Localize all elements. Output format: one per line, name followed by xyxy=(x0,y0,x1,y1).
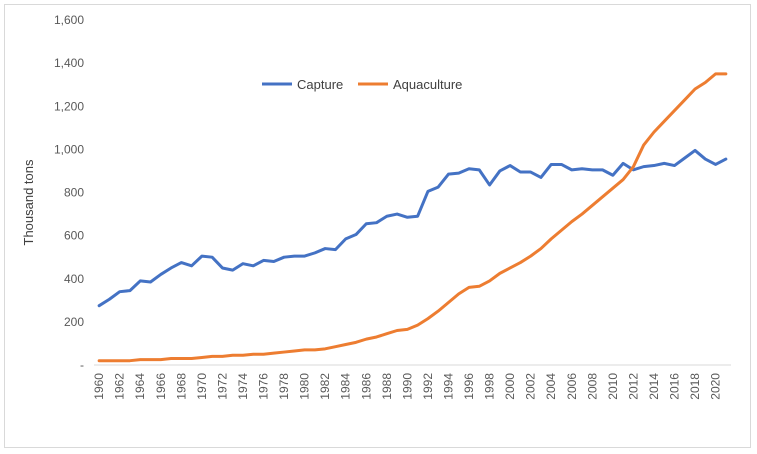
x-tick-label: 1994 xyxy=(441,373,455,400)
x-tick-label: 2012 xyxy=(626,373,640,400)
x-tick-label: 1980 xyxy=(298,373,312,400)
x-tick-label: 2014 xyxy=(647,373,661,400)
x-tick-label: 1988 xyxy=(380,373,394,400)
y-tick-label: 1,600 xyxy=(54,13,84,27)
series-points xyxy=(99,73,726,361)
x-tick-label: 1976 xyxy=(257,373,271,400)
x-tick-label: 2016 xyxy=(667,373,681,400)
y-tick-label: - xyxy=(80,358,84,372)
series-line-capture xyxy=(97,148,728,308)
x-tick-label: 1998 xyxy=(483,373,497,400)
x-tick-label: 1982 xyxy=(318,373,332,400)
x-tick-label: 1996 xyxy=(462,373,476,400)
y-tick-label: 1,400 xyxy=(54,56,84,70)
y-tick-label: 200 xyxy=(64,315,84,329)
x-tick-label: 2006 xyxy=(565,373,579,400)
y-tick-label: 600 xyxy=(64,229,84,243)
legend: Capture Aquaculture xyxy=(262,77,462,92)
y-tick-label: 800 xyxy=(64,186,84,200)
x-tick-label: 1986 xyxy=(359,373,373,400)
x-tick-label: 1968 xyxy=(174,373,188,400)
legend-label-capture: Capture xyxy=(297,77,343,92)
y-axis-ticks: - 200 400 600 800 1,000 1,200 1,400 1,600 xyxy=(54,13,84,372)
x-tick-label: 2004 xyxy=(544,373,558,400)
x-tick-label: 2010 xyxy=(606,373,620,400)
y-axis-title: Thousand tons xyxy=(21,159,36,246)
y-tick-label: 1,000 xyxy=(54,142,84,156)
x-tick-label: 2020 xyxy=(709,373,723,400)
legend-label-aquaculture: Aquaculture xyxy=(393,77,462,92)
x-tick-label: 1974 xyxy=(236,373,250,400)
series-lines xyxy=(97,72,728,363)
x-tick-label: 1960 xyxy=(92,373,106,400)
chart-frame xyxy=(4,4,751,448)
x-tick-label: 1992 xyxy=(421,373,435,400)
series-line-aquaculture xyxy=(97,72,728,363)
x-tick-label: 1972 xyxy=(215,373,229,400)
x-tick-label: 2018 xyxy=(688,373,702,400)
x-tick-label: 2002 xyxy=(524,373,538,400)
x-tick-label: 1970 xyxy=(195,373,209,400)
x-tick-label: 1966 xyxy=(154,373,168,400)
x-tick-label: 1962 xyxy=(113,373,127,400)
x-tick-label: 1984 xyxy=(339,373,353,400)
x-tick-label: 1978 xyxy=(277,373,291,400)
y-tick-label: 1,200 xyxy=(54,99,84,113)
x-tick-label: 2000 xyxy=(503,373,517,400)
y-tick-label: 400 xyxy=(64,272,84,286)
x-tick-label: 2008 xyxy=(585,373,599,400)
x-tick-label: 1990 xyxy=(400,373,414,400)
x-axis-ticks: 1960 1962 1964 1966 1968 1970 1972 1974 1976 1978… xyxy=(92,373,722,400)
x-tick-label: 1964 xyxy=(133,373,147,400)
